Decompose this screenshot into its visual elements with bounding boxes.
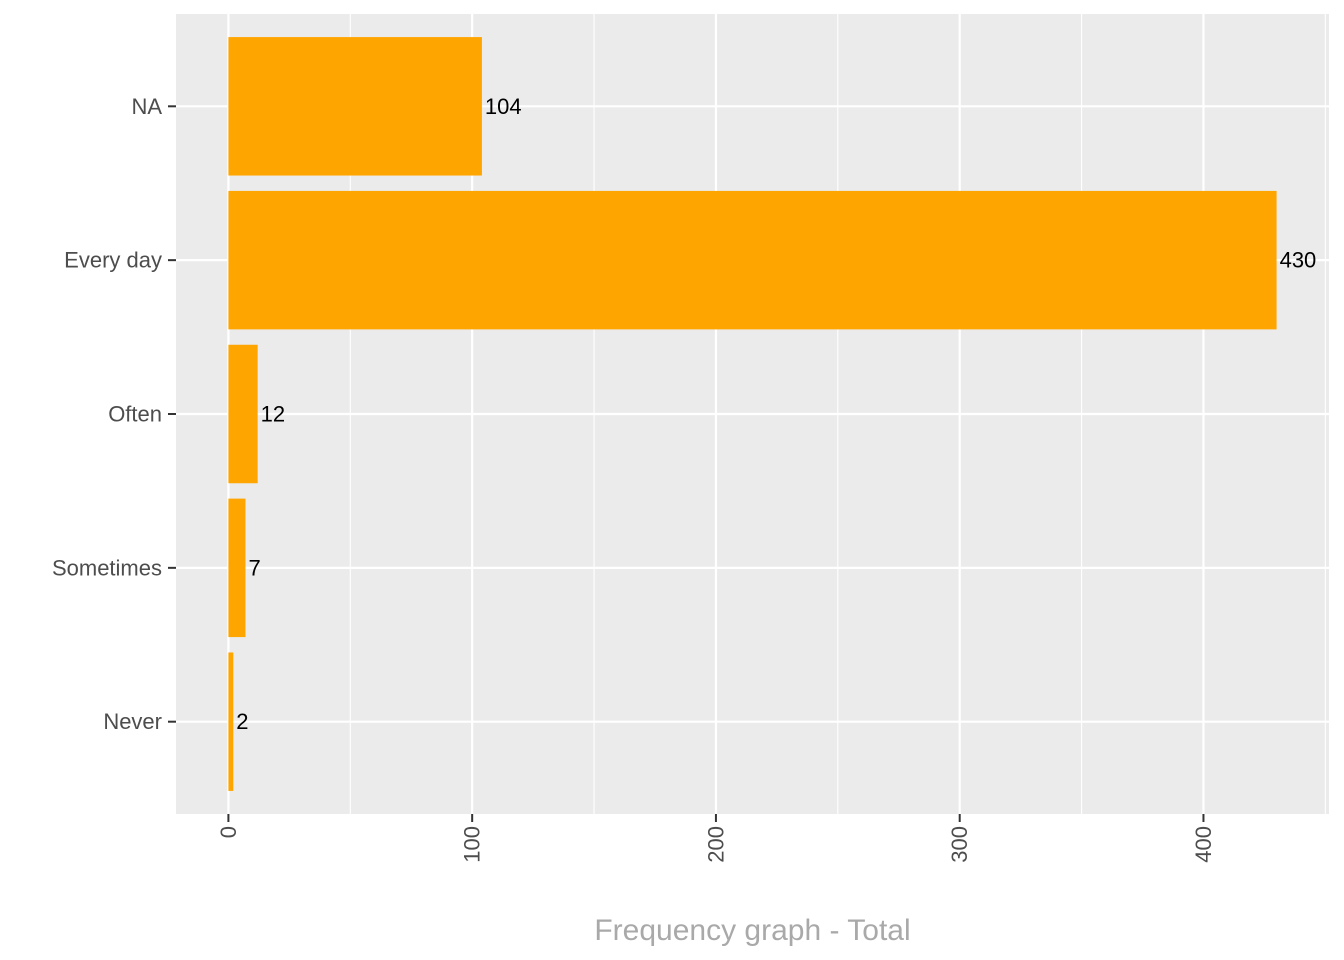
x-tick-label: 300 xyxy=(947,826,972,863)
y-tick-label: Often xyxy=(108,402,162,427)
bar-often xyxy=(228,344,258,484)
bar-sometimes xyxy=(228,498,246,638)
y-axis: NA Every day Often Sometimes Never xyxy=(52,94,176,734)
x-axis-title: Frequency graph - Total xyxy=(594,914,910,947)
data-label: 12 xyxy=(261,402,285,427)
bar-never xyxy=(228,652,234,791)
data-label: 104 xyxy=(485,94,522,119)
bar-every-day xyxy=(228,190,1277,330)
y-tick-label: Sometimes xyxy=(52,555,162,580)
bar-na xyxy=(228,37,482,176)
data-label: 430 xyxy=(1280,248,1317,273)
x-tick-label: 100 xyxy=(460,826,485,863)
x-tick-label: 400 xyxy=(1191,826,1216,863)
x-tick-label: 200 xyxy=(703,826,728,863)
data-labels-group: 104 430 12 7 2 xyxy=(236,94,1316,734)
y-tick-label: Never xyxy=(103,709,162,734)
y-tick-label: NA xyxy=(131,94,162,119)
data-label: 7 xyxy=(248,555,260,580)
y-tick-label: Every day xyxy=(64,248,162,273)
bars-group xyxy=(228,37,1277,791)
data-label: 2 xyxy=(236,709,248,734)
x-tick-label: 0 xyxy=(216,826,241,838)
x-axis: 0 100 200 300 400 xyxy=(216,814,1216,863)
